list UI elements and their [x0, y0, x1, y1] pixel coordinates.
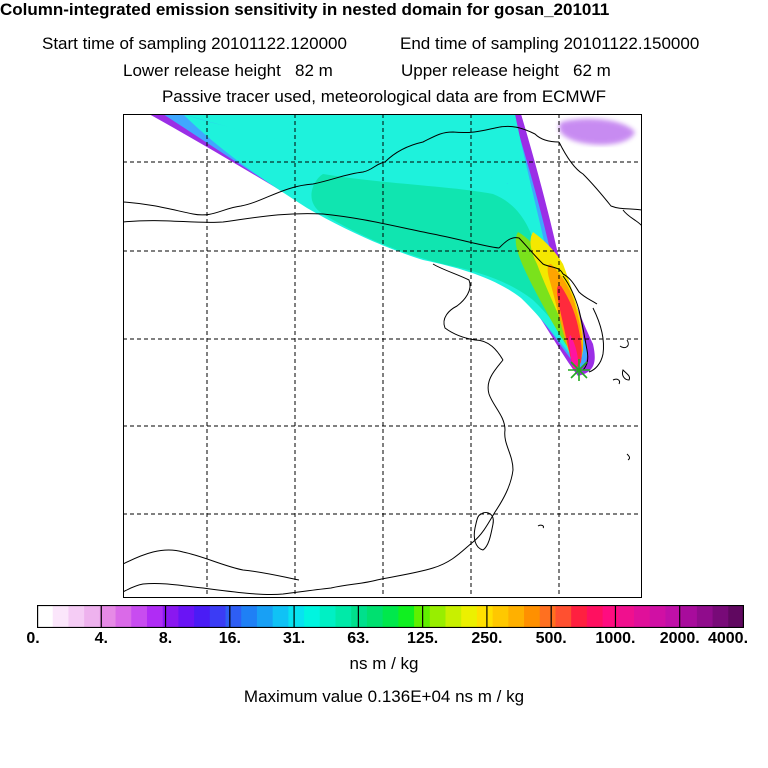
plume-band-teal [311, 174, 577, 350]
plot-title: Column-integrated emission sensitivity i… [0, 0, 610, 19]
colorbar-tick-label: 250. [471, 630, 503, 647]
island-fragment-3 [537, 524, 544, 529]
colorbar-cell [288, 605, 305, 628]
colorbar-cell [476, 605, 494, 628]
sensitivity-map [123, 114, 642, 598]
colorbar-cell [319, 605, 337, 628]
border-central [123, 213, 500, 249]
colorbar-cell [665, 605, 682, 628]
end-time-label: End time of sampling 20101122.150000 [400, 34, 700, 53]
island-fragment-1 [612, 378, 620, 385]
colorbar-tick-label: 8. [158, 630, 173, 647]
colorbar-cell [634, 605, 651, 628]
border-northeast [558, 141, 642, 211]
colorbar-tick-label: 4. [94, 630, 108, 647]
taiwan-outline [473, 511, 494, 551]
colorbar-cell [492, 605, 509, 628]
border-korea-east [562, 273, 598, 305]
colorbar-cell [508, 605, 525, 628]
colorbar-cell [429, 605, 447, 628]
colorbar-cell [256, 605, 274, 628]
lower-release-label: Lower release height 82 m [123, 61, 333, 80]
tracer-note: Passive tracer used, meteorological data… [161, 87, 607, 106]
coast-korea-east [588, 307, 604, 373]
coast-china-east [123, 359, 514, 596]
colorbar-cell [445, 605, 462, 628]
colorbar-cell [84, 605, 101, 628]
colorbar-cell [618, 605, 635, 628]
colorbar-cell [68, 605, 85, 628]
maximum-value-label: Maximum value 0.136E+04 ns m / kg [243, 687, 525, 706]
coast-bohai [432, 263, 504, 361]
plume-faint-patch [558, 118, 635, 145]
map-frame [123, 114, 642, 598]
border-south [123, 549, 300, 581]
colorbar-tick-label: 1000. [595, 630, 636, 647]
colorbar-tick-label: 31. [282, 630, 306, 647]
colorbar-cell [131, 605, 148, 628]
colorbar-tick-label: 2000. [659, 630, 700, 647]
colorbar-frame [37, 605, 744, 628]
border-korea [498, 237, 564, 275]
colorbar-cell [351, 605, 368, 628]
upper-release-label: Upper release height 62 m [401, 61, 611, 80]
start-time-label: Start time of sampling 20101122.120000 [42, 34, 347, 53]
colorbar-cell [225, 605, 242, 628]
colorbar-tick-label: 125. [407, 630, 439, 647]
colorbar [37, 605, 744, 628]
colorbar-cell [571, 605, 588, 628]
colorbar-cell [728, 605, 744, 628]
colorbar-cell [681, 605, 698, 628]
colorbar-cell [99, 605, 117, 628]
colorbar-tick-label: 500. [535, 630, 567, 647]
receptor-star-icon [568, 359, 590, 381]
colorbar-tick-label: 63. [347, 630, 370, 647]
colorbar-tick-label: 16. [218, 630, 241, 647]
colorbar-cell [461, 605, 478, 628]
colorbar-units: ns m / kg [349, 654, 419, 673]
colorbar-cell [115, 605, 132, 628]
colorbar-cell [178, 605, 195, 628]
colorbar-cell [539, 605, 557, 628]
colorbar-cell [241, 605, 258, 628]
colorbar-cell [555, 605, 572, 628]
colorbar-cell [696, 605, 714, 628]
colorbar-cell [37, 605, 54, 628]
latlon-grid [123, 114, 642, 598]
map-canvas [123, 114, 642, 598]
jeju-outline [622, 369, 630, 381]
colorbar-cell [146, 605, 164, 628]
colorbar-cell [209, 605, 227, 628]
coast-japan-fragment [619, 339, 629, 349]
colorbar-tick-label: 0. [26, 630, 40, 647]
colorbar-cell [52, 605, 70, 628]
colorbar-cell [366, 605, 384, 628]
island-fragment-2 [626, 453, 631, 461]
colorbar-cell [398, 605, 415, 628]
colorbar-cell [524, 605, 541, 628]
coastlines-borders [123, 125, 642, 596]
colorbar-cell [194, 605, 211, 628]
colorbar-cell [712, 605, 729, 628]
colorbar-cell [304, 605, 321, 628]
plume-core-magenta [569, 335, 578, 369]
colorbar-cell [602, 605, 619, 628]
coast-russia [622, 209, 642, 227]
colorbar-cell [586, 605, 604, 628]
colorbar-cell [382, 605, 399, 628]
colorbar-cell [649, 605, 667, 628]
colorbar-tick-label: 4000. [707, 630, 749, 647]
colorbar-cell [162, 605, 179, 628]
colorbar-cell [335, 605, 352, 628]
colorbar-cell [272, 605, 289, 628]
